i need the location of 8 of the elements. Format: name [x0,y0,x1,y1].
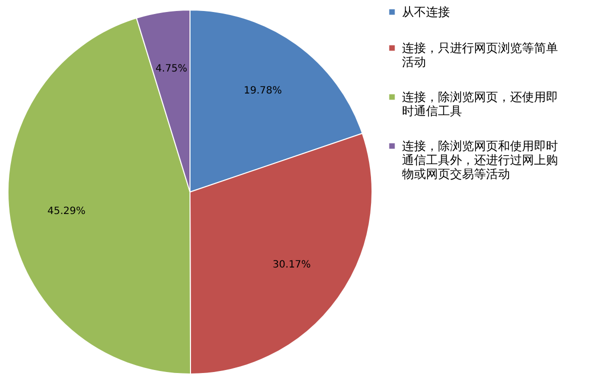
legend-label: 从不连接 [402,5,450,19]
legend-label: 连接，只进行网页浏览等简单活动 [402,41,558,69]
data-label: 19.78% [244,85,282,96]
data-label: 30.17% [272,260,311,271]
legend-label: 连接，除浏览网页和使用即时通信工具外，还进行过网上购物或网页交易等活动 [402,139,558,181]
data-label: 45.29% [47,206,86,217]
legend-label: 连接，除浏览网页，还使用即时通信工具 [402,90,558,118]
data-label: 4.75% [156,63,188,74]
